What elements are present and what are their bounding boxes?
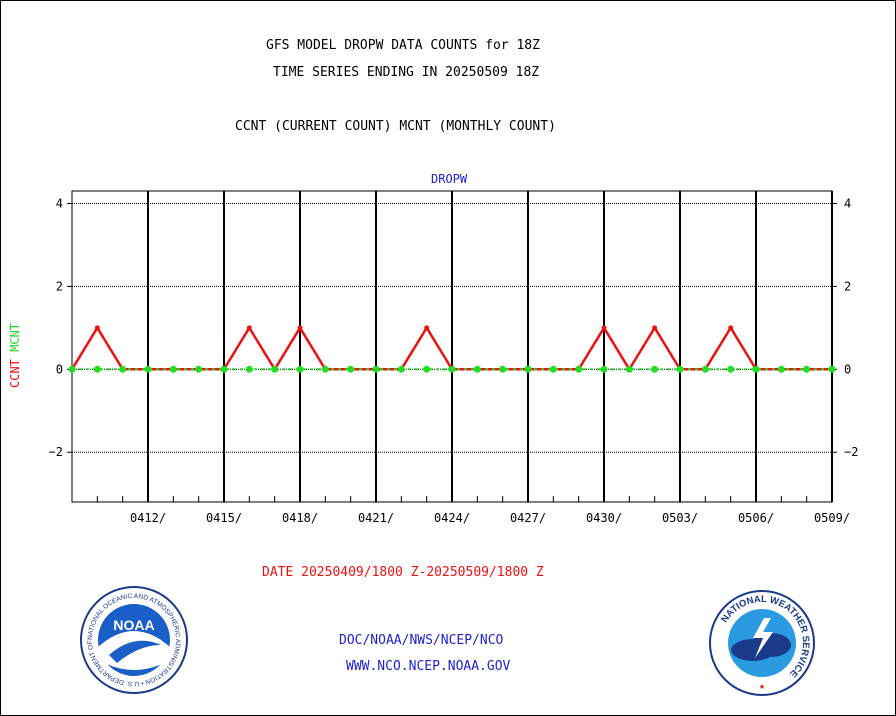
- data-point-mcnt: [169, 365, 177, 373]
- y-tick-label-left: 2: [56, 279, 63, 293]
- chart-subtitle: CCNT (CURRENT COUNT) MCNT (MONTHLY COUNT…: [235, 119, 556, 134]
- data-point-mcnt: [296, 365, 304, 373]
- data-point-mcnt: [473, 365, 481, 373]
- data-point-mcnt: [423, 365, 431, 373]
- x-tick-label: 0503/: [662, 511, 698, 525]
- y-tick-label-right: −2: [844, 445, 858, 459]
- x-tick-label: 0412/: [130, 511, 166, 525]
- data-point-mcnt: [701, 365, 709, 373]
- y-tick-label-right: 4: [844, 196, 851, 210]
- y-axis-label-mcnt: MCNT: [8, 323, 22, 359]
- data-point-ccnt: [94, 325, 100, 331]
- data-point-mcnt: [372, 365, 380, 373]
- data-point-ccnt: [728, 325, 734, 331]
- x-tick-label: 0424/: [434, 511, 470, 525]
- org-label: DOC/NOAA/NWS/NCEP/NCO: [339, 633, 504, 648]
- date-range-label: DATE 20250409/1800 Z-20250509/1800 Z: [262, 565, 544, 580]
- data-point-mcnt: [448, 365, 456, 373]
- y-axis-label-ccnt: CCNT: [8, 359, 22, 388]
- y-tick-label-left: 4: [56, 196, 63, 210]
- data-point-mcnt: [803, 365, 811, 373]
- data-point-mcnt: [676, 365, 684, 373]
- y-axis-label: CCNT MCNT: [8, 323, 22, 388]
- data-point-mcnt: [752, 365, 760, 373]
- x-tick-label: 0506/: [738, 511, 774, 525]
- data-point-mcnt: [397, 365, 405, 373]
- chart-title-line2: TIME SERIES ENDING IN 20250509 18Z: [273, 65, 540, 80]
- data-point-mcnt: [195, 365, 203, 373]
- y-tick-label-left: −2: [49, 445, 63, 459]
- data-point-mcnt: [651, 365, 659, 373]
- data-point-mcnt: [93, 365, 101, 373]
- data-point-mcnt: [321, 365, 329, 373]
- data-point-mcnt: [347, 365, 355, 373]
- x-tick-label: 0415/: [206, 511, 242, 525]
- data-point-mcnt: [549, 365, 557, 373]
- data-point-mcnt: [119, 365, 127, 373]
- noaa-logo: NOAA NATIONAL OCEANIC AND ATMOSPHERIC AD…: [79, 585, 188, 694]
- noaa-logo-text: NOAA: [113, 617, 154, 633]
- x-tick-label: 0421/: [358, 511, 394, 525]
- y-tick-label-right: 2: [844, 279, 851, 293]
- x-tick-label: 0427/: [510, 511, 546, 525]
- data-point-ccnt: [652, 325, 658, 331]
- plot-title: DROPW: [431, 172, 468, 186]
- data-point-mcnt: [727, 365, 735, 373]
- data-point-mcnt: [625, 365, 633, 373]
- data-point-mcnt: [524, 365, 532, 373]
- x-tick-label: 0509/: [814, 511, 850, 525]
- data-point-mcnt: [68, 365, 76, 373]
- url-label: WWW.NCO.NCEP.NOAA.GOV: [346, 659, 511, 674]
- data-point-ccnt: [246, 325, 252, 331]
- data-point-mcnt: [575, 365, 583, 373]
- data-point-mcnt: [777, 365, 785, 373]
- data-point-mcnt: [144, 365, 152, 373]
- svg-text:★: ★: [759, 681, 765, 692]
- data-point-mcnt: [600, 365, 608, 373]
- data-point-mcnt: [499, 365, 507, 373]
- chart-title-line1: GFS MODEL DROPW DATA COUNTS for 18Z: [266, 38, 540, 53]
- x-tick-label: 0430/: [586, 511, 622, 525]
- data-point-mcnt: [245, 365, 253, 373]
- nws-logo: NATIONAL WEATHER SERVICE ★: [709, 590, 815, 696]
- y-tick-label-left: 0: [56, 362, 63, 376]
- data-point-mcnt: [828, 365, 836, 373]
- y-tick-label-right: 0: [844, 362, 851, 376]
- data-point-ccnt: [601, 325, 607, 331]
- x-tick-label: 0418/: [282, 511, 318, 525]
- data-point-ccnt: [424, 325, 430, 331]
- data-point-mcnt: [271, 365, 279, 373]
- data-point-ccnt: [297, 325, 303, 331]
- data-point-mcnt: [220, 365, 228, 373]
